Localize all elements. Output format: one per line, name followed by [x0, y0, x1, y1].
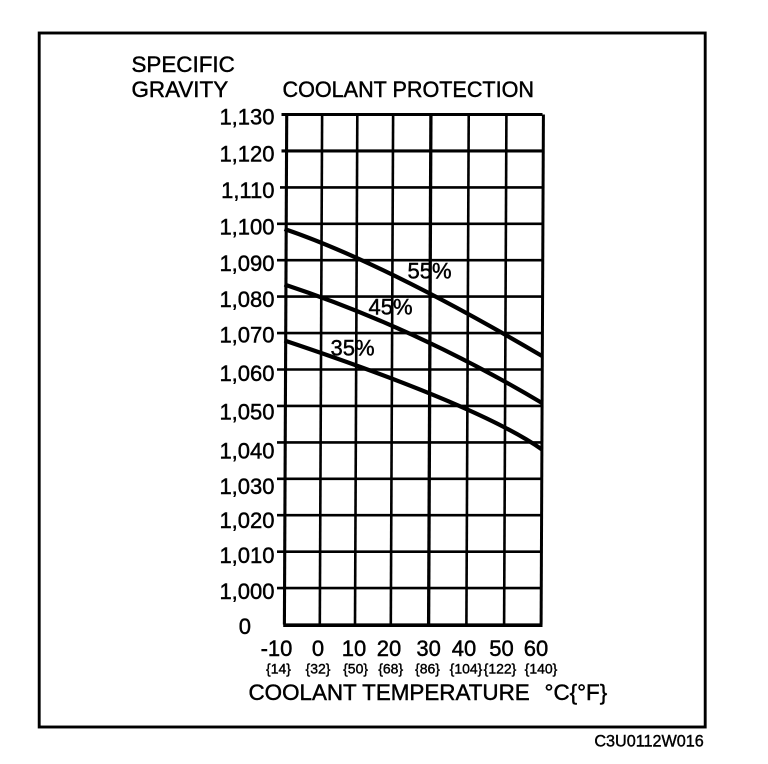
svg-text:-10: -10 [261, 636, 293, 661]
svg-text:1,060: 1,060 [219, 361, 274, 386]
svg-text:{32}: {32} [306, 661, 331, 677]
svg-text:{86}: {86} [415, 661, 440, 677]
svg-text:{14}: {14} [266, 661, 291, 677]
svg-text:1,120: 1,120 [219, 142, 274, 167]
svg-text:30: 30 [416, 636, 440, 661]
svg-text:1,030: 1,030 [219, 474, 274, 499]
svg-text:0: 0 [239, 614, 251, 639]
svg-text:°C{°F}: °C{°F} [545, 680, 608, 705]
svg-text:1,040: 1,040 [219, 438, 274, 463]
svg-text:{68}: {68} [378, 661, 403, 677]
svg-text:60: 60 [524, 636, 548, 661]
svg-text:0: 0 [312, 636, 324, 661]
svg-text:1,130: 1,130 [219, 105, 274, 130]
svg-text:{140}: {140} [525, 661, 558, 677]
svg-text:{104}: {104} [450, 661, 483, 677]
svg-text:40: 40 [452, 636, 476, 661]
svg-text:50: 50 [489, 636, 513, 661]
svg-text:COOLANT PROTECTION: COOLANT PROTECTION [283, 77, 535, 102]
svg-text:1,000: 1,000 [219, 579, 274, 604]
svg-text:C3U0112W016: C3U0112W016 [594, 732, 703, 750]
svg-text:10: 10 [342, 636, 366, 661]
svg-text:1,050: 1,050 [219, 399, 274, 424]
svg-text:35%: 35% [330, 336, 374, 361]
svg-text:{50}: {50} [343, 661, 368, 677]
svg-text:1,080: 1,080 [219, 287, 274, 312]
svg-text:1,110: 1,110 [221, 178, 274, 203]
svg-text:55%: 55% [407, 259, 451, 284]
svg-text:1,070: 1,070 [219, 322, 274, 347]
svg-text:1,090: 1,090 [219, 251, 274, 276]
svg-text:1,010: 1,010 [219, 543, 274, 568]
svg-text:GRAVITY: GRAVITY [132, 77, 229, 102]
svg-text:{122}: {122} [484, 661, 517, 677]
svg-text:20: 20 [377, 636, 401, 661]
svg-text:1,100: 1,100 [219, 215, 274, 240]
svg-text:45%: 45% [368, 295, 412, 320]
svg-text:1,020: 1,020 [219, 508, 274, 533]
svg-text:SPECIFIC: SPECIFIC [132, 52, 235, 77]
svg-text:COOLANT TEMPERATURE: COOLANT TEMPERATURE [249, 680, 530, 705]
